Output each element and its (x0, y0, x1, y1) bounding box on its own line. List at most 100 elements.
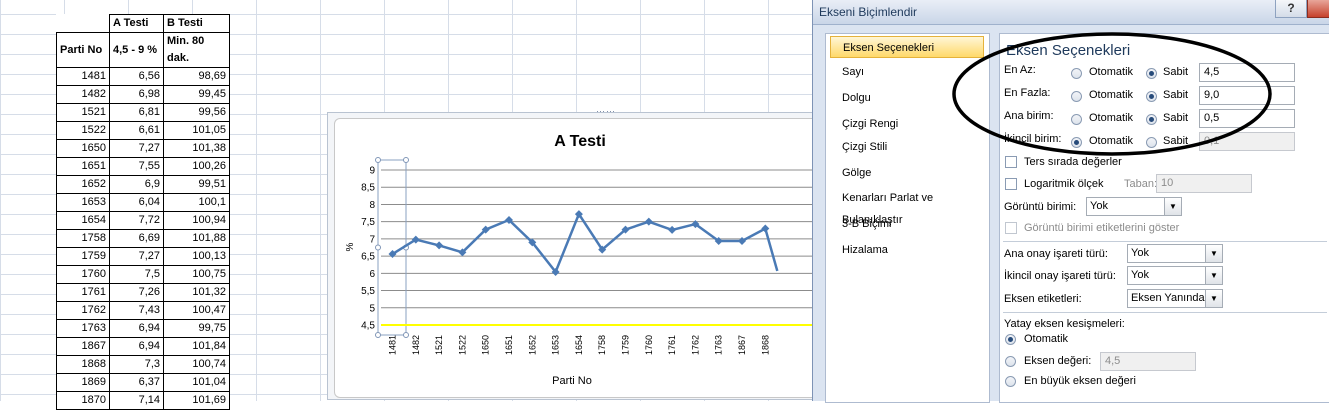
b-testi-cell[interactable]: 100,47 (163, 301, 230, 320)
axis-labels-select[interactable]: Eksen Yanında ▼ (1127, 289, 1223, 308)
parti-no-cell[interactable]: 1868 (56, 355, 110, 374)
chevron-down-icon[interactable]: ▼ (1164, 198, 1181, 215)
parti-no-cell[interactable]: 1869 (56, 373, 110, 392)
parti-no-cell[interactable]: 1759 (56, 247, 110, 266)
b-testi-cell[interactable]: 100,13 (163, 247, 230, 266)
b-testi-cell[interactable]: 101,32 (163, 283, 230, 302)
a-testi-cell[interactable]: 7,27 (109, 139, 164, 158)
parti-no-cell[interactable]: 1481 (56, 67, 110, 86)
b-testi-cell[interactable]: 100,74 (163, 355, 230, 374)
parti-no-cell[interactable]: 1867 (56, 337, 110, 356)
chevron-down-icon[interactable]: ▼ (1205, 245, 1222, 262)
close-button[interactable] (1307, 0, 1329, 18)
data-table[interactable]: A Testi B Testi Parti No 4,5 - 9 % Min. … (56, 14, 230, 410)
min-fixed-label[interactable]: Sabit (1163, 66, 1189, 78)
header-parti-no[interactable]: Parti No (56, 32, 110, 68)
b-testi-cell[interactable]: 100,26 (163, 157, 230, 176)
b-testi-cell[interactable]: 101,04 (163, 373, 230, 392)
log-scale-label[interactable]: Logaritmik ölçek (1024, 178, 1104, 190)
a-testi-cell[interactable]: 7,72 (109, 211, 164, 230)
parti-no-cell[interactable]: 1758 (56, 229, 110, 248)
major-value-input[interactable]: 0,5 (1199, 109, 1295, 128)
parti-no-cell[interactable]: 1760 (56, 265, 110, 284)
reverse-order-label[interactable]: Ters sırada değerler (1024, 156, 1122, 168)
a-testi-cell[interactable]: 7,27 (109, 247, 164, 266)
nav-kenarlari-parlat[interactable]: Kenarları Parlat ve Bulanıklaştır (842, 192, 934, 226)
major-fixed-label[interactable]: Sabit (1163, 112, 1189, 124)
b-testi-cell[interactable]: 98,69 (163, 67, 230, 86)
min-auto-label[interactable]: Otomatik (1089, 66, 1134, 78)
a-testi-cell[interactable]: 7,26 (109, 283, 164, 302)
cross-value-label[interactable]: Eksen değeri: (1024, 355, 1092, 367)
show-units-label[interactable]: Görüntü birimi etiketlerini göster (1024, 222, 1180, 234)
a-testi-cell[interactable]: 6,37 (109, 373, 164, 392)
header-a-testi[interactable]: A Testi (109, 14, 164, 33)
parti-no-cell[interactable]: 1521 (56, 103, 110, 122)
parti-no-cell[interactable]: 1650 (56, 139, 110, 158)
nav-eksen-secenekleri[interactable]: Eksen Seçenekleri (830, 36, 984, 58)
max-fixed-label[interactable]: Sabit (1163, 89, 1189, 101)
b-testi-cell[interactable]: 101,38 (163, 139, 230, 158)
show-units-checkbox[interactable] (1005, 222, 1017, 234)
a-testi-cell[interactable]: 6,56 (109, 67, 164, 86)
min-auto-radio[interactable] (1071, 68, 1082, 79)
a-testi-cell[interactable]: 6,69 (109, 229, 164, 248)
nav-3b-bicimi[interactable]: 3-B Biçimi (842, 218, 892, 230)
a-testi-cell[interactable]: 7,5 (109, 265, 164, 284)
header-b-min[interactable]: Min. 80 dak. (163, 32, 230, 68)
major-auto-label[interactable]: Otomatik (1089, 112, 1134, 124)
empty-cell[interactable] (57, 15, 110, 33)
parti-no-cell[interactable]: 1761 (56, 283, 110, 302)
max-auto-label[interactable]: Otomatik (1089, 89, 1134, 101)
nav-dolgu[interactable]: Dolgu (842, 92, 871, 104)
max-auto-radio[interactable] (1071, 91, 1082, 102)
reverse-order-checkbox[interactable] (1005, 156, 1017, 168)
major-auto-radio[interactable] (1071, 114, 1082, 125)
nav-sayi[interactable]: Sayı (842, 66, 865, 78)
nav-golge[interactable]: Gölge (842, 167, 872, 179)
help-button[interactable]: ? (1275, 0, 1307, 18)
b-testi-cell[interactable]: 100,1 (163, 193, 230, 212)
nav-hizalama[interactable]: Hizalama (842, 244, 888, 256)
b-testi-cell[interactable]: 100,75 (163, 265, 230, 284)
line-chart[interactable]: A Testi 9 8,5 8 7,5 7 6,5 6 5,5 5 4,5% Parti No 1481… (335, 119, 825, 397)
a-testi-cell[interactable]: 6,81 (109, 103, 164, 122)
b-testi-cell[interactable]: 101,84 (163, 337, 230, 356)
cross-max-label[interactable]: En büyük eksen değeri (1024, 375, 1136, 387)
a-testi-cell[interactable]: 6,61 (109, 121, 164, 140)
b-testi-cell[interactable]: 99,51 (163, 175, 230, 194)
cross-auto-radio[interactable] (1005, 334, 1016, 345)
b-testi-cell[interactable]: 99,56 (163, 103, 230, 122)
b-testi-cell[interactable]: 101,05 (163, 121, 230, 140)
nav-cizgi-rengi[interactable]: Çizgi Rengi (842, 118, 899, 130)
log-scale-checkbox[interactable] (1005, 178, 1017, 190)
parti-no-cell[interactable]: 1652 (56, 175, 110, 194)
cross-value-radio[interactable] (1005, 356, 1016, 367)
dialog-titlebar[interactable]: Ekseni Biçimlendir ? (813, 0, 1329, 25)
minor-auto-label[interactable]: Otomatik (1089, 135, 1134, 147)
a-testi-cell[interactable]: 6,94 (109, 319, 164, 338)
minor-auto-radio[interactable] (1071, 137, 1082, 148)
cross-auto-label[interactable]: Otomatik (1024, 333, 1069, 345)
header-b-testi[interactable]: B Testi (163, 14, 230, 33)
base-input[interactable]: 10 (1156, 174, 1252, 193)
a-testi-cell[interactable]: 7,43 (109, 301, 164, 320)
nav-cizgi-stili[interactable]: Çizgi Stili (842, 141, 888, 153)
chart-area[interactable]: A Testi 9 8,5 8 7,5 7 6,5 6 5,5 5 4,5% Parti No 1481… (334, 118, 826, 398)
a-testi-cell[interactable]: 7,55 (109, 157, 164, 176)
b-testi-cell[interactable]: 99,75 (163, 319, 230, 338)
parti-no-cell[interactable]: 1763 (56, 319, 110, 338)
major-fixed-radio[interactable] (1146, 114, 1157, 125)
cross-value-input[interactable]: 4,5 (1100, 352, 1196, 371)
chevron-down-icon[interactable]: ▼ (1205, 267, 1222, 284)
display-units-select[interactable]: Yok ▼ (1086, 197, 1182, 216)
major-tick-select[interactable]: Yok ▼ (1127, 244, 1223, 263)
b-testi-cell[interactable]: 101,88 (163, 229, 230, 248)
b-testi-cell[interactable]: 100,94 (163, 211, 230, 230)
minor-fixed-label[interactable]: Sabit (1163, 135, 1189, 147)
parti-no-cell[interactable]: 1651 (56, 157, 110, 176)
cross-max-radio[interactable] (1005, 376, 1016, 387)
minor-fixed-radio[interactable] (1146, 137, 1157, 148)
parti-no-cell[interactable]: 1653 (56, 193, 110, 212)
a-testi-cell[interactable]: 6,98 (109, 85, 164, 104)
